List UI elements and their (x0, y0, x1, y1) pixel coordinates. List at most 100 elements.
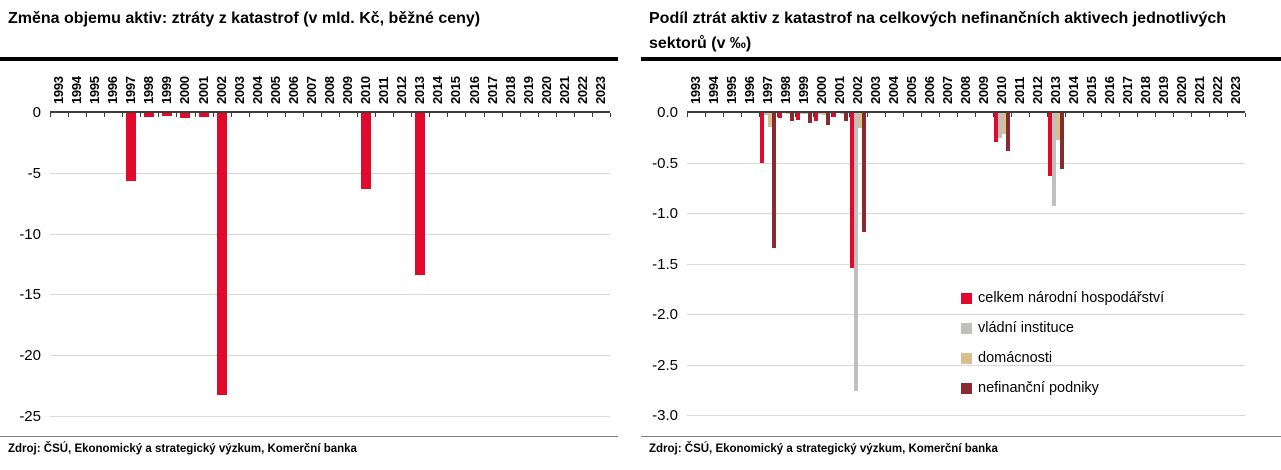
title-divider (641, 57, 1281, 61)
right-chart-title: Podíl ztrát aktiv z katastrof na celkový… (649, 10, 1227, 52)
legend-label: celkem národní hospodářství (978, 290, 1165, 306)
y-axis-tick-label: -10 (19, 226, 41, 243)
x-axis-year-label: 2019 (1156, 76, 1171, 104)
x-axis-tick (1119, 113, 1120, 117)
x-axis-year-label: 1997 (123, 76, 138, 104)
legend-label: domácnosti (978, 350, 1053, 366)
x-axis-tick (50, 113, 51, 117)
x-axis-year-label: 2023 (1228, 76, 1243, 104)
x-axis-tick (849, 113, 850, 117)
x-axis-tick (885, 113, 886, 117)
x-axis-tick (574, 113, 575, 117)
legend-swatch-icon (961, 382, 972, 394)
x-axis-year-label: 2009 (976, 76, 991, 104)
x-axis-tick (502, 113, 503, 117)
x-axis-year-label: 2010 (358, 76, 373, 104)
y-axis-tick-label: -2.0 (652, 306, 678, 323)
x-axis-year-label: 2022 (1210, 76, 1225, 104)
legend-entry: domácnosti (961, 351, 1164, 365)
right-chart-panel: Podíl ztrát aktiv z katastrof na celkový… (641, 0, 1281, 470)
x-axis-tick (867, 113, 868, 117)
title-divider (0, 57, 618, 61)
bar-domácnosti (1056, 112, 1060, 140)
x-axis-year-label: 1998 (141, 76, 156, 104)
x-axis-year-label: 2002 (850, 76, 865, 104)
x-axis-tick (195, 113, 196, 117)
x-axis-tick (957, 113, 958, 117)
x-axis-line (50, 111, 610, 113)
x-axis-tick (1137, 113, 1138, 117)
x-axis-year-label: 2005 (268, 76, 283, 104)
y-axis-tick-label: -0.5 (652, 155, 678, 172)
x-axis-year-label: 2006 (286, 76, 301, 104)
x-axis-year-label: 2021 (557, 76, 572, 104)
bar-nefinanční-podniky (772, 112, 776, 248)
x-axis-tick (267, 113, 268, 117)
gridline (687, 415, 1245, 416)
bar-nefinanční-podniky (1006, 112, 1010, 151)
x-axis-tick (231, 113, 232, 117)
asset-loss-bar-chart: 0 -5 -10 -15 -20 -25 1993 1994 1995 1996 1997 1998 1… (0, 0, 640, 470)
x-axis-year-label: 2014 (430, 76, 445, 104)
x-axis-tick (1083, 113, 1084, 117)
x-axis-year-label: 2021 (1192, 76, 1207, 104)
x-axis-year-label: 1993 (51, 76, 66, 104)
x-axis-tick (1191, 113, 1192, 117)
x-axis-tick (831, 113, 832, 117)
x-axis-year-label: 2013 (1048, 76, 1063, 104)
y-axis-tick-label: -25 (19, 408, 41, 425)
bar-celkem-národní-hospodářství (994, 112, 998, 142)
x-axis-year-label: 2012 (1030, 76, 1045, 104)
gridline (687, 213, 1245, 214)
x-axis-tick (158, 113, 159, 117)
legend-entry: nefinanční podniky (961, 381, 1164, 395)
x-axis-year-label: 2002 (214, 76, 229, 104)
x-axis-year-label: 2014 (1066, 76, 1081, 104)
bar-1998 (144, 112, 154, 117)
x-axis-tick (520, 113, 521, 117)
x-axis-year-label: 2007 (304, 76, 319, 104)
x-axis-year-label: 2003 (868, 76, 883, 104)
x-axis-tick (140, 113, 141, 117)
legend-swatch-icon (961, 322, 972, 334)
bar-vládní-instituce (818, 112, 822, 114)
x-axis-year-label: 2008 (958, 76, 973, 104)
x-axis-tick (321, 113, 322, 117)
x-axis-year-label: 1998 (778, 76, 793, 104)
x-axis-tick (357, 113, 358, 117)
bar-celkem-národní-hospodářství (760, 112, 764, 163)
x-axis-year-label: 2000 (814, 76, 829, 104)
x-axis-tick (249, 113, 250, 117)
x-axis-year-label: 2006 (922, 76, 937, 104)
gridline (687, 264, 1245, 265)
source-note: Zdroj: ČSÚ, Ekonomický a strategický výz… (649, 443, 998, 455)
x-axis-tick (122, 113, 123, 117)
x-axis-tick (939, 113, 940, 117)
x-axis-year-label: 2004 (886, 76, 901, 104)
x-axis-tick (687, 113, 688, 117)
x-axis-tick (1065, 113, 1066, 117)
legend-swatch-icon (961, 292, 972, 304)
x-axis-tick (1245, 113, 1246, 117)
x-axis-year-label: 2013 (412, 76, 427, 104)
x-axis-year-label: 2004 (250, 76, 265, 104)
x-axis-tick (1209, 113, 1210, 117)
bar-domácnosti (822, 112, 826, 115)
x-axis-year-label: 2019 (521, 76, 536, 104)
x-axis-year-label: 1993 (688, 76, 703, 104)
footer-divider (0, 436, 618, 437)
x-axis-tick (465, 113, 466, 117)
x-axis-year-label: 2003 (232, 76, 247, 104)
x-axis-tick (1155, 113, 1156, 117)
x-axis-tick (411, 113, 412, 117)
legend-entry: celkem národní hospodářství (961, 291, 1164, 305)
gridline (50, 173, 610, 174)
bar-vládní-instituce (764, 112, 768, 115)
bar-2000 (180, 112, 190, 118)
bar-1999 (162, 112, 172, 116)
left-chart-title: Změna objemu aktiv: ztráty z katastrof (… (8, 10, 481, 27)
y-axis-tick-label: -3.0 (652, 407, 678, 424)
x-axis-year-label: 2022 (575, 76, 590, 104)
x-axis-year-label: 2012 (394, 76, 409, 104)
x-axis-year-label: 2010 (994, 76, 1009, 104)
